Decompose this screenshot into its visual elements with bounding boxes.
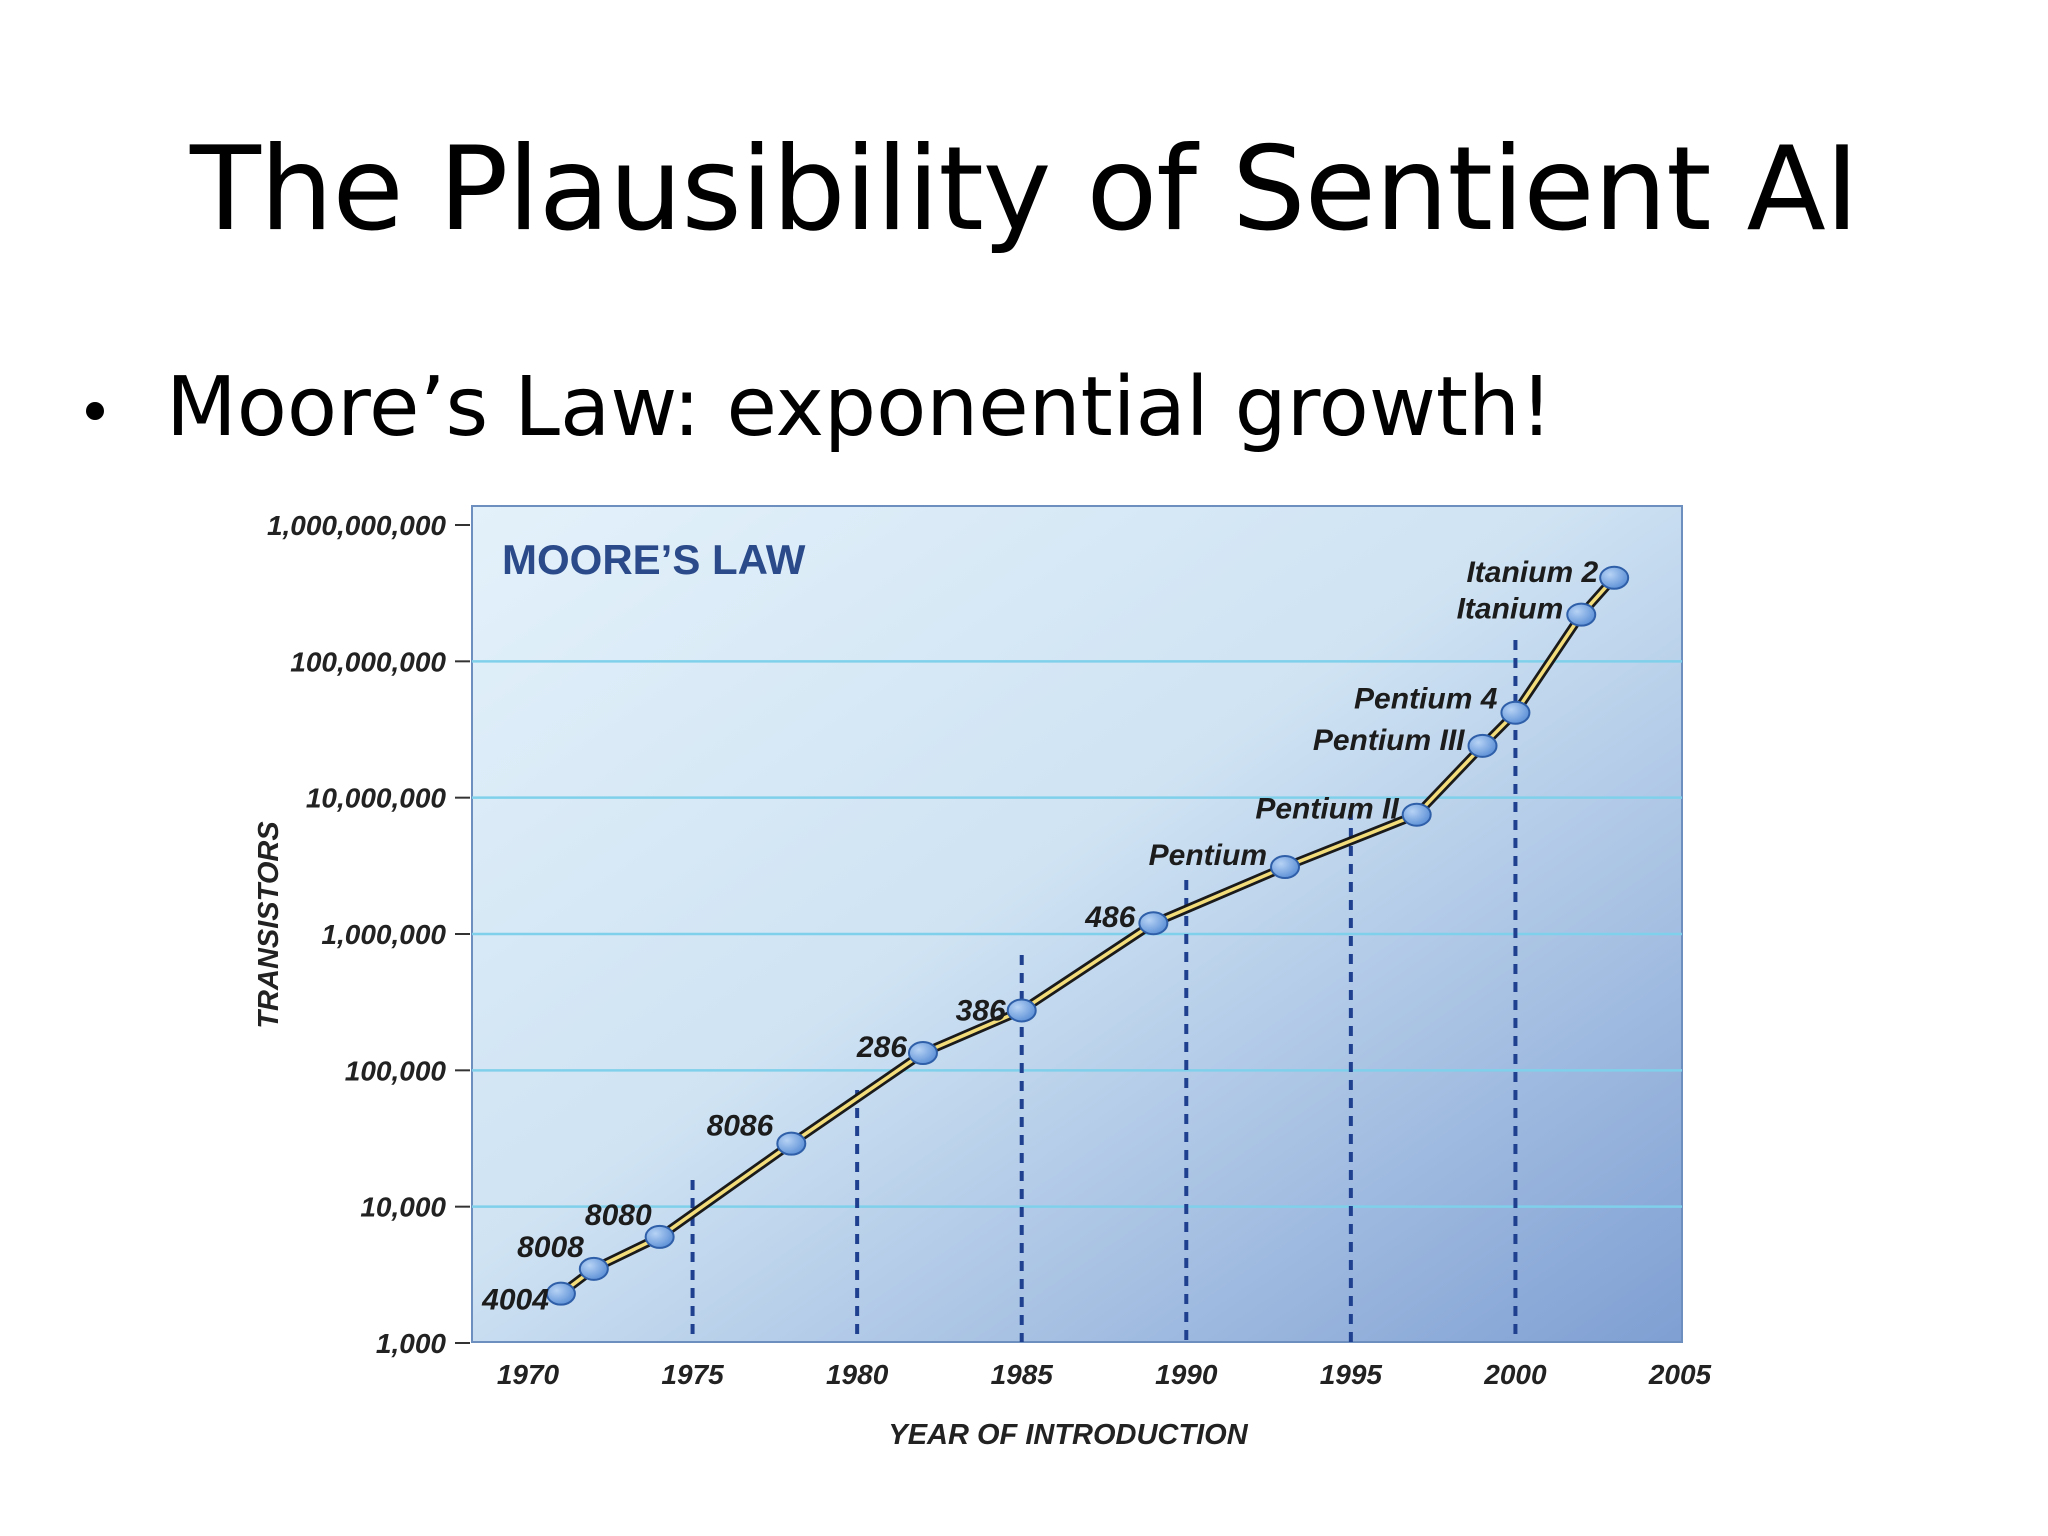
data-point-label: Pentium III bbox=[1313, 724, 1465, 757]
x-axis-title: YEAR OF INTRODUCTION bbox=[888, 1419, 1248, 1451]
data-point bbox=[1270, 855, 1301, 880]
data-point bbox=[1401, 802, 1432, 827]
data-point-label: Itanium bbox=[1457, 593, 1564, 626]
data-point-label: 8080 bbox=[585, 1199, 652, 1232]
data-point-label: Itanium 2 bbox=[1466, 556, 1598, 589]
plot-area bbox=[471, 505, 1683, 1343]
data-point-label: Pentium bbox=[1149, 839, 1267, 872]
trend-line bbox=[559, 576, 1616, 1296]
x-tick-label: 1975 bbox=[661, 1359, 724, 1390]
x-tick-label: 1970 bbox=[497, 1359, 560, 1390]
data-point bbox=[1138, 911, 1169, 936]
y-tick-label: 10,000,000 bbox=[306, 783, 447, 814]
data-point bbox=[1006, 998, 1037, 1023]
data-point bbox=[578, 1256, 609, 1281]
y-tick-label: 100,000,000 bbox=[290, 646, 446, 677]
data-point-label: 486 bbox=[1084, 901, 1135, 934]
data-point bbox=[545, 1281, 576, 1306]
x-tick-label: 1995 bbox=[1320, 1359, 1383, 1390]
data-point-label: 8008 bbox=[517, 1231, 584, 1264]
data-point bbox=[776, 1131, 807, 1156]
data-point-label: 386 bbox=[956, 994, 1006, 1027]
x-tick-label: 1985 bbox=[991, 1359, 1054, 1390]
trend-line-outline bbox=[556, 573, 1619, 1299]
y-tick-label: 1,000,000,000 bbox=[267, 510, 446, 541]
data-point bbox=[1467, 733, 1498, 758]
data-point-label: Pentium II bbox=[1255, 793, 1399, 826]
slide-title: The Plausibility of Sentient AI bbox=[189, 122, 1859, 257]
x-tick-label: 1980 bbox=[826, 1359, 889, 1390]
data-point bbox=[1500, 700, 1531, 725]
y-tick-label: 10,000 bbox=[360, 1192, 446, 1223]
bullet-text: Moore’s Law: exponential growth! bbox=[166, 360, 1553, 455]
data-point bbox=[1566, 602, 1597, 627]
y-tick-label: 1,000 bbox=[376, 1328, 446, 1359]
data-point bbox=[1599, 565, 1630, 590]
y-tick-label: 100,000 bbox=[345, 1055, 447, 1086]
data-point-label: 8086 bbox=[707, 1110, 774, 1143]
bullet-item: Moore’s Law: exponential growth! bbox=[86, 358, 1553, 458]
data-point-label: Pentium 4 bbox=[1354, 683, 1498, 716]
chart-title: MOORE’S LAW bbox=[502, 536, 806, 583]
data-point-label: 4004 bbox=[481, 1284, 549, 1317]
x-tick-label: 1990 bbox=[1155, 1359, 1218, 1390]
y-tick-label: 1,000,000 bbox=[321, 919, 446, 950]
data-point-label: 286 bbox=[856, 1031, 907, 1064]
bullet-dot bbox=[86, 402, 104, 420]
data-point bbox=[644, 1224, 675, 1249]
x-tick-label: 2000 bbox=[1483, 1359, 1547, 1390]
data-point bbox=[907, 1041, 938, 1066]
x-tick-label: 2005 bbox=[1648, 1359, 1712, 1390]
y-axis-title: TRANSISTORS bbox=[253, 821, 285, 1029]
